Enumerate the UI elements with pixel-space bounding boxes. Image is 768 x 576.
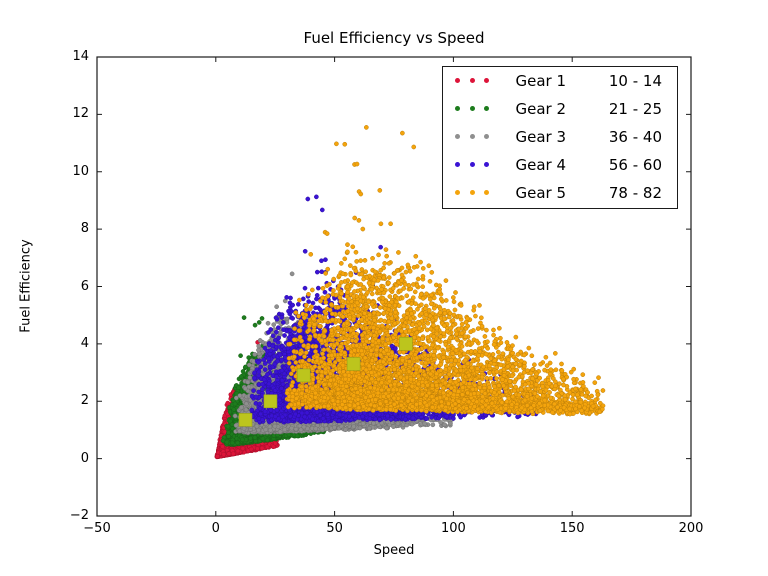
legend-range-label: 10 - 14 xyxy=(608,71,662,90)
y-tick-label: 10 xyxy=(72,163,89,179)
y-axis-label: Fuel Efficiency xyxy=(18,239,34,333)
y-tick-label: 12 xyxy=(72,106,89,122)
legend-range-label: 78 - 82 xyxy=(608,183,662,202)
legend-marker-dots-icon xyxy=(455,106,499,112)
legend-range-label: 36 - 40 xyxy=(608,127,662,146)
legend-marker-dots-icon xyxy=(455,78,499,84)
x-tick-label: 150 xyxy=(559,521,585,536)
legend-row: Gear 3 36 - 40 xyxy=(443,123,677,151)
legend-gear-label: Gear 1 xyxy=(515,71,567,90)
legend-row: Gear 5 78 - 82 xyxy=(443,179,677,207)
legend-row: Gear 2 21 - 25 xyxy=(443,95,677,123)
legend-range-label: 56 - 60 xyxy=(608,155,662,174)
chart-title: Fuel Efficiency vs Speed xyxy=(303,29,485,47)
x-axis-label: Speed xyxy=(373,543,415,558)
legend-gear-label: Gear 5 xyxy=(515,183,567,202)
legend-marker-dots-icon xyxy=(455,134,499,140)
y-tick-label: 14 xyxy=(72,49,89,64)
legend-row: Gear 4 56 - 60 xyxy=(443,151,677,179)
x-tick-label: 50 xyxy=(326,521,343,536)
y-tick-label: 4 xyxy=(80,335,89,351)
legend-gear-label: Gear 2 xyxy=(515,99,567,118)
y-tick-label: 2 xyxy=(80,393,89,409)
y-tick-label: −2 xyxy=(69,508,89,523)
legend: Gear 1 10 - 14 Gear 2 21 - 25 Gear 3 36 - 40 G… xyxy=(442,66,678,209)
x-tick-label: 0 xyxy=(211,521,220,536)
x-tick-label: 200 xyxy=(678,521,704,536)
legend-row: Gear 1 10 - 14 xyxy=(443,67,677,95)
y-tick-label: 0 xyxy=(80,450,89,466)
legend-marker-dots-icon xyxy=(455,162,499,168)
legend-marker-dots-icon xyxy=(455,190,499,195)
x-tick-label: −50 xyxy=(83,521,111,536)
y-tick-label: 6 xyxy=(80,278,89,294)
legend-gear-label: Gear 3 xyxy=(515,127,567,146)
y-tick-label: 8 xyxy=(80,221,89,237)
x-tick-label: 100 xyxy=(440,521,466,536)
legend-range-label: 21 - 25 xyxy=(608,99,662,118)
legend-gear-label: Gear 4 xyxy=(515,155,567,174)
